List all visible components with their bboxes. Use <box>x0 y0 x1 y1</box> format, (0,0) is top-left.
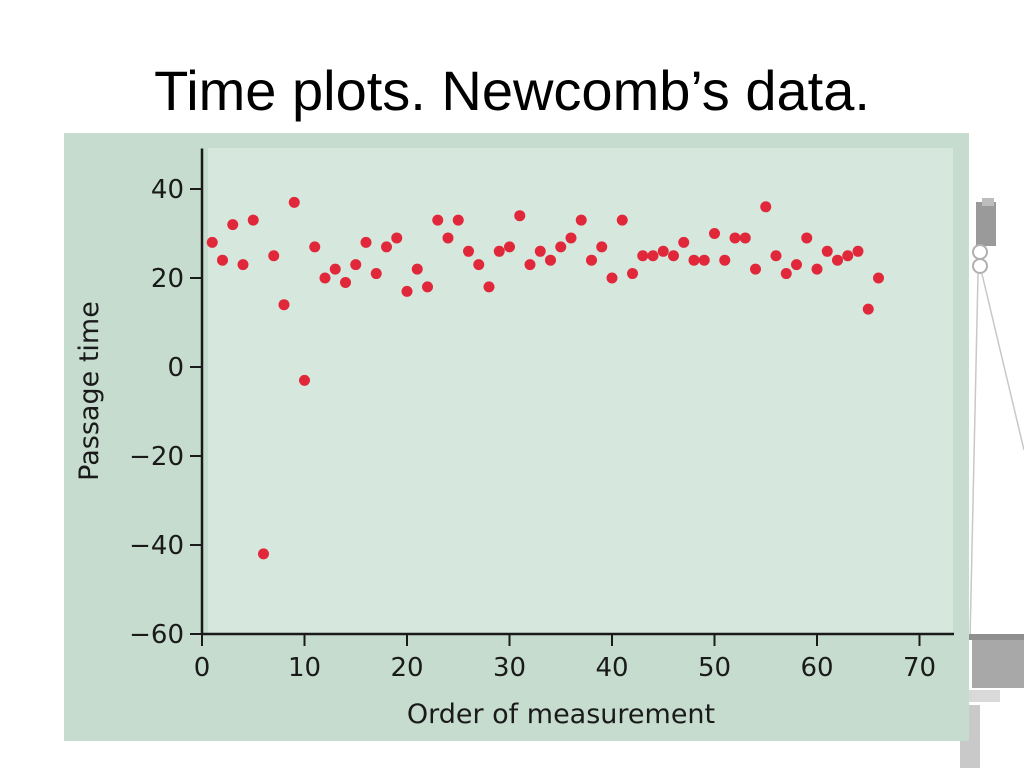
x-tick-label: 70 <box>903 653 936 683</box>
data-point <box>627 268 638 280</box>
data-point <box>268 250 280 262</box>
data-point <box>227 219 239 231</box>
plot-background <box>208 148 953 633</box>
slide-title: Time plots. Newcomb’s data. <box>154 59 870 122</box>
data-point <box>299 374 310 386</box>
data-point <box>288 196 300 208</box>
data-point <box>637 250 649 262</box>
data-point <box>832 254 843 266</box>
data-point <box>596 241 608 253</box>
data-point <box>381 241 392 253</box>
data-point <box>391 232 403 244</box>
data-point <box>463 245 474 257</box>
data-point <box>575 214 587 226</box>
x-tick-label: 30 <box>493 653 526 683</box>
scatter-chart: −60 −40 −20 0 20 40 0 10 20 30 40 50 60 70 Order of m… <box>64 133 969 741</box>
y-tick-label: −40 <box>129 531 184 561</box>
data-point <box>309 241 321 253</box>
x-tick-label: 50 <box>698 653 731 683</box>
y-tick-label: 0 <box>167 353 184 383</box>
data-point <box>473 259 485 271</box>
data-point <box>504 241 515 253</box>
data-point <box>452 214 464 226</box>
data-point <box>524 259 536 271</box>
y-tick-label: −20 <box>129 442 184 472</box>
data-point <box>360 236 372 248</box>
data-point <box>688 254 700 266</box>
data-point <box>586 254 597 266</box>
data-point <box>709 228 720 239</box>
data-point <box>842 250 854 262</box>
data-point <box>247 214 259 226</box>
data-point <box>821 245 833 257</box>
data-point <box>350 259 362 271</box>
data-point <box>237 259 249 271</box>
data-point <box>319 272 331 284</box>
data-point <box>545 254 556 266</box>
data-point <box>565 232 577 244</box>
x-tick-label: 40 <box>595 653 628 683</box>
easel-decoration <box>960 198 1024 768</box>
data-point <box>340 276 351 288</box>
data-point <box>750 263 761 275</box>
y-tick-label: −60 <box>129 620 184 650</box>
data-point <box>370 268 382 280</box>
x-tick-label: 0 <box>194 653 211 683</box>
data-point <box>514 210 526 222</box>
data-point <box>432 214 444 226</box>
data-point <box>606 272 618 284</box>
data-point <box>329 263 341 275</box>
data-point <box>647 250 659 262</box>
data-point <box>483 281 495 293</box>
data-point <box>791 259 802 271</box>
x-axis-title: Order of measurement <box>407 699 715 730</box>
data-point <box>698 254 710 266</box>
data-point <box>534 245 546 257</box>
data-point <box>422 281 433 293</box>
data-point <box>442 232 454 244</box>
chart-panel: −60 −40 −20 0 20 40 0 10 20 30 40 50 60 70 Order of m… <box>64 133 969 741</box>
y-axis-title: Passage time <box>74 301 105 481</box>
data-point <box>873 272 884 284</box>
data-point <box>801 232 813 244</box>
x-tick-label: 60 <box>800 653 833 683</box>
data-point <box>555 241 567 253</box>
data-point <box>770 250 782 262</box>
data-point <box>719 254 731 266</box>
data-point <box>760 201 772 213</box>
data-point <box>657 245 669 257</box>
data-point <box>668 250 679 262</box>
data-point <box>401 285 413 297</box>
data-point <box>258 548 269 560</box>
data-point <box>217 254 228 266</box>
data-point <box>739 232 751 244</box>
data-point <box>616 214 628 226</box>
data-point <box>411 263 423 275</box>
data-point <box>862 303 874 315</box>
y-tick-label: 40 <box>151 175 184 205</box>
data-points <box>206 196 884 560</box>
y-tick-label: 20 <box>151 264 184 294</box>
x-tick-label: 20 <box>390 653 423 683</box>
data-point <box>206 236 218 248</box>
data-point <box>493 245 505 257</box>
x-tick-label: 10 <box>288 653 321 683</box>
data-point <box>780 268 792 280</box>
data-point <box>811 263 823 275</box>
data-point <box>278 299 290 311</box>
data-point <box>729 232 741 244</box>
data-point <box>852 245 864 257</box>
data-point <box>678 236 690 248</box>
axes: −60 −40 −20 0 20 40 0 10 20 30 40 50 60 70 <box>129 148 954 683</box>
